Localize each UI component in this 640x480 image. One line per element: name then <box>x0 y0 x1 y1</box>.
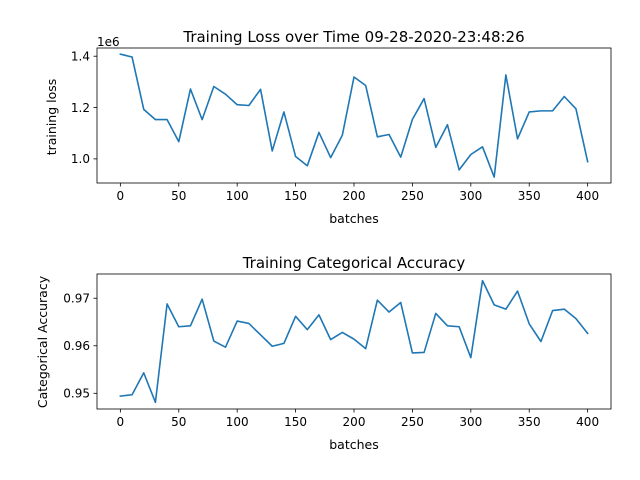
accuracy-chart-x-tick-label: 350 <box>518 415 541 429</box>
accuracy-chart-series-line <box>119 279 589 404</box>
accuracy-chart-x-tick-label: 200 <box>343 415 366 429</box>
loss-chart-title: Training Loss over Time 09-28-2020-23:48… <box>182 28 524 46</box>
loss-chart-axes-frame <box>96 47 612 184</box>
loss-chart-x-tick-label: 400 <box>576 189 599 203</box>
loss-chart-y-tick-label: 1.0 <box>71 152 90 166</box>
accuracy-chart-x-tick-label: 150 <box>284 415 307 429</box>
accuracy-chart-x-tick-label: 400 <box>576 415 599 429</box>
accuracy-chart-plot-area: 0 50 100 150 200 250 300 350 400 0.95 0.96 0.97 <box>63 273 612 429</box>
loss-chart-x-tick-label: 200 <box>343 189 366 203</box>
loss-chart-x-tick-label: 50 <box>171 189 186 203</box>
accuracy-chart-y-tick-label: 0.96 <box>63 339 90 353</box>
loss-chart-offset-label: 1e6 <box>97 35 120 49</box>
accuracy-chart-x-tick-label: 300 <box>459 415 482 429</box>
loss-chart-x-tick-label: 0 <box>117 189 125 203</box>
loss-chart-x-tick-label: 350 <box>518 189 541 203</box>
loss-chart-series-line <box>119 53 589 178</box>
accuracy-chart-y-axis-label: Categorical Accuracy <box>35 275 50 408</box>
loss-chart-x-tick-label: 300 <box>459 189 482 203</box>
accuracy-chart-axes-frame <box>96 273 612 410</box>
accuracy-chart-title: Training Categorical Accuracy <box>242 254 466 272</box>
loss-chart-y-axis-label: training loss <box>44 79 59 156</box>
accuracy-chart-x-tick-label: 0 <box>117 415 125 429</box>
loss-chart-y-tick-label: 1.4 <box>71 50 90 64</box>
accuracy-chart-x-tick-label: 50 <box>171 415 186 429</box>
accuracy-chart-y-tick-label: 0.97 <box>63 292 90 306</box>
loss-chart-x-tick-label: 100 <box>226 189 249 203</box>
loss-chart-plot-area: 0 50 100 150 200 250 300 350 400 1.0 1.2 1.4 <box>71 47 612 203</box>
loss-chart-x-tick-label: 150 <box>284 189 307 203</box>
loss-chart-y-tick-label: 1.2 <box>71 101 90 115</box>
accuracy-chart-x-axis-label: batches <box>329 437 379 452</box>
accuracy-chart-x-tick-label: 100 <box>226 415 249 429</box>
accuracy-chart-x-tick-label: 250 <box>401 415 424 429</box>
accuracy-chart-y-tick-label: 0.95 <box>63 387 90 401</box>
loss-chart-x-axis-label: batches <box>329 211 379 226</box>
accuracy-chart: Training Categorical Accuracy batches Ca… <box>35 254 612 452</box>
loss-chart: Training Loss over Time 09-28-2020-23:48… <box>44 28 612 226</box>
loss-chart-x-tick-label: 250 <box>401 189 424 203</box>
